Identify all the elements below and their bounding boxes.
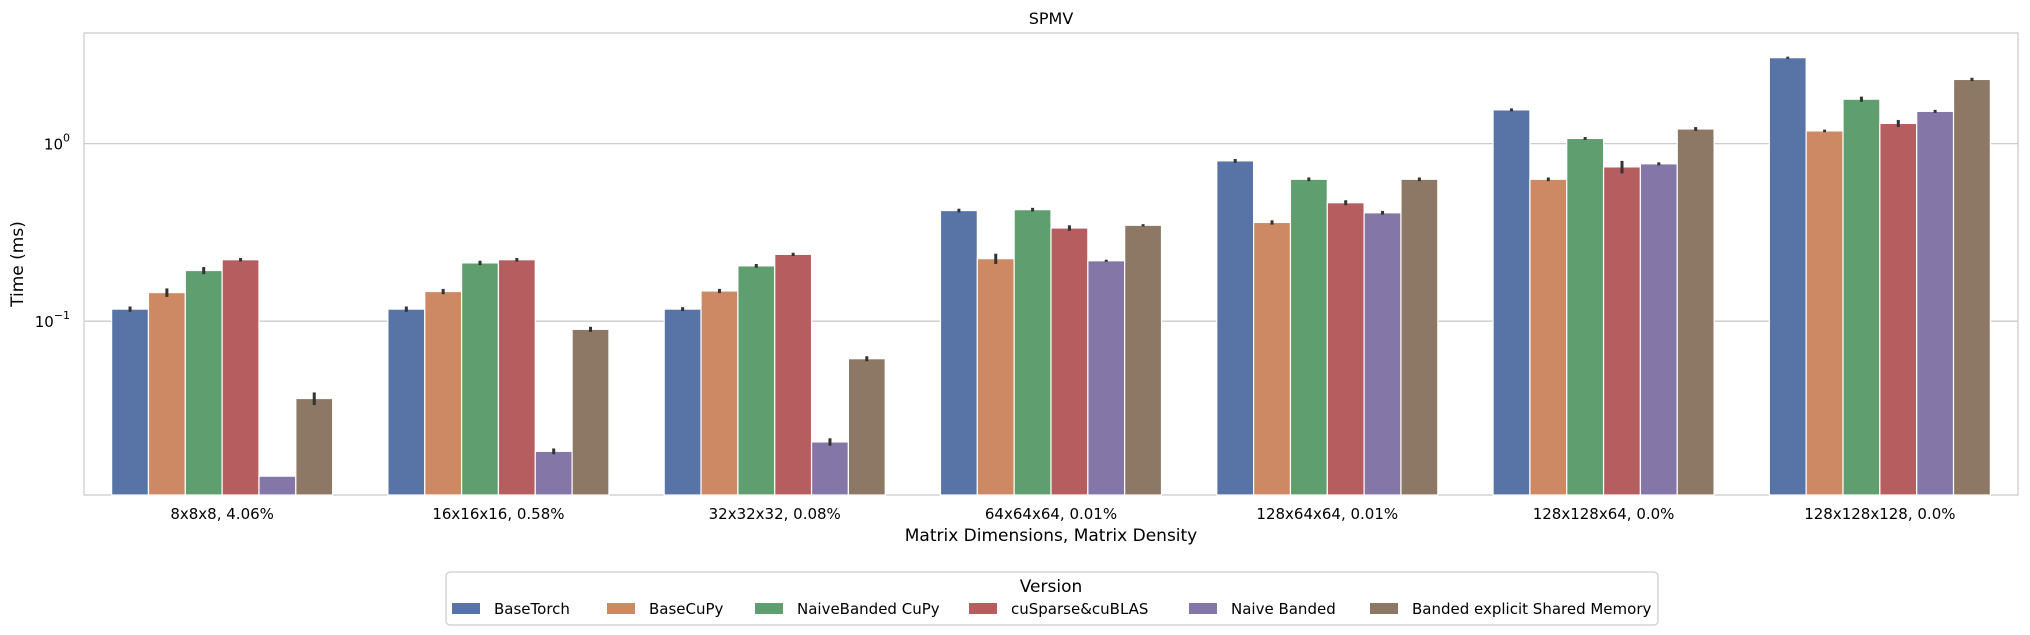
bar — [1253, 221, 1292, 496]
legend-label: NaiveBanded CuPy — [797, 600, 940, 618]
bar — [460, 262, 500, 496]
y-tick-label: 100 — [44, 132, 70, 154]
bar — [1492, 109, 1531, 496]
legend-title: Version — [1020, 577, 1083, 597]
bar — [1124, 224, 1163, 496]
x-tick-label: 128x128x128, 0.0% — [1804, 505, 1955, 523]
x-axis-label: Matrix Dimensions, Matrix Density — [905, 526, 1198, 546]
bar — [571, 328, 610, 496]
bar — [1363, 212, 1402, 496]
bar — [1050, 227, 1089, 496]
legend-swatch — [607, 603, 635, 614]
bar — [1326, 202, 1365, 496]
bar — [1289, 178, 1328, 496]
bars — [111, 56, 1991, 496]
bar — [1879, 122, 1918, 496]
bar — [534, 450, 573, 496]
bar — [700, 290, 739, 496]
bar — [387, 308, 426, 496]
legend-label: Banded explicit Shared Memory — [1412, 600, 1651, 618]
bar — [184, 269, 223, 496]
bar — [258, 475, 297, 496]
bar — [1676, 128, 1715, 496]
bar — [1952, 78, 1991, 496]
y-tick-labels: 10−1 100 — [35, 132, 70, 332]
bar — [1013, 209, 1052, 496]
bar — [1639, 163, 1678, 496]
bar — [737, 265, 776, 496]
bar — [111, 308, 150, 496]
bar — [774, 253, 813, 496]
legend-label: cuSparse&cuBLAS — [1011, 600, 1148, 618]
bar — [939, 209, 978, 496]
legend-label: Naive Banded — [1231, 600, 1336, 618]
bar — [1216, 160, 1255, 496]
bar — [663, 308, 702, 496]
x-tick-label: 64x64x64, 0.01% — [985, 505, 1117, 523]
bar — [1916, 110, 1955, 496]
x-tick-label: 32x32x32, 0.08% — [709, 505, 841, 523]
bar — [976, 258, 1015, 496]
legend-swatch — [755, 603, 783, 614]
legend-label: BaseCuPy — [649, 600, 724, 618]
chart-title: SPMV — [1029, 9, 1074, 28]
bar — [1566, 137, 1605, 496]
x-tick-labels: 8x8x8, 4.06% 16x16x16, 0.58% 32x32x32, 0.0… — [170, 505, 1955, 523]
bar — [497, 259, 536, 496]
bar — [1768, 57, 1807, 496]
y-axis-label: Time (ms) — [8, 221, 28, 308]
bar — [1087, 260, 1126, 496]
legend-swatch — [1370, 603, 1398, 614]
bar — [810, 441, 849, 496]
bar — [1529, 178, 1568, 496]
legend-swatch — [969, 603, 997, 614]
x-tick-label: 128x64x64, 0.01% — [1256, 505, 1398, 523]
x-tick-label: 128x128x64, 0.0% — [1533, 505, 1675, 523]
legend-swatch — [1189, 603, 1217, 614]
x-tick-label: 8x8x8, 4.06% — [170, 505, 274, 523]
legend-items: BaseTorch BaseCuPy NaiveBanded CuPy cuSpars… — [452, 600, 1651, 618]
bar — [424, 290, 463, 496]
bar — [1602, 166, 1642, 496]
bar — [1400, 178, 1439, 496]
bar — [221, 259, 260, 496]
bar — [295, 397, 334, 496]
legend-frame — [445, 571, 1659, 626]
bar — [147, 291, 186, 496]
bar — [1805, 130, 1844, 496]
bar — [847, 358, 886, 496]
legend-label: BaseTorch — [494, 600, 570, 618]
legend: Version BaseTorch BaseCuPy NaiveBanded CuP… — [445, 571, 1659, 626]
y-tick-label: 10−1 — [35, 309, 70, 331]
x-tick-label: 16x16x16, 0.58% — [432, 505, 564, 523]
bar — [1842, 98, 1881, 496]
legend-swatch — [452, 603, 480, 614]
